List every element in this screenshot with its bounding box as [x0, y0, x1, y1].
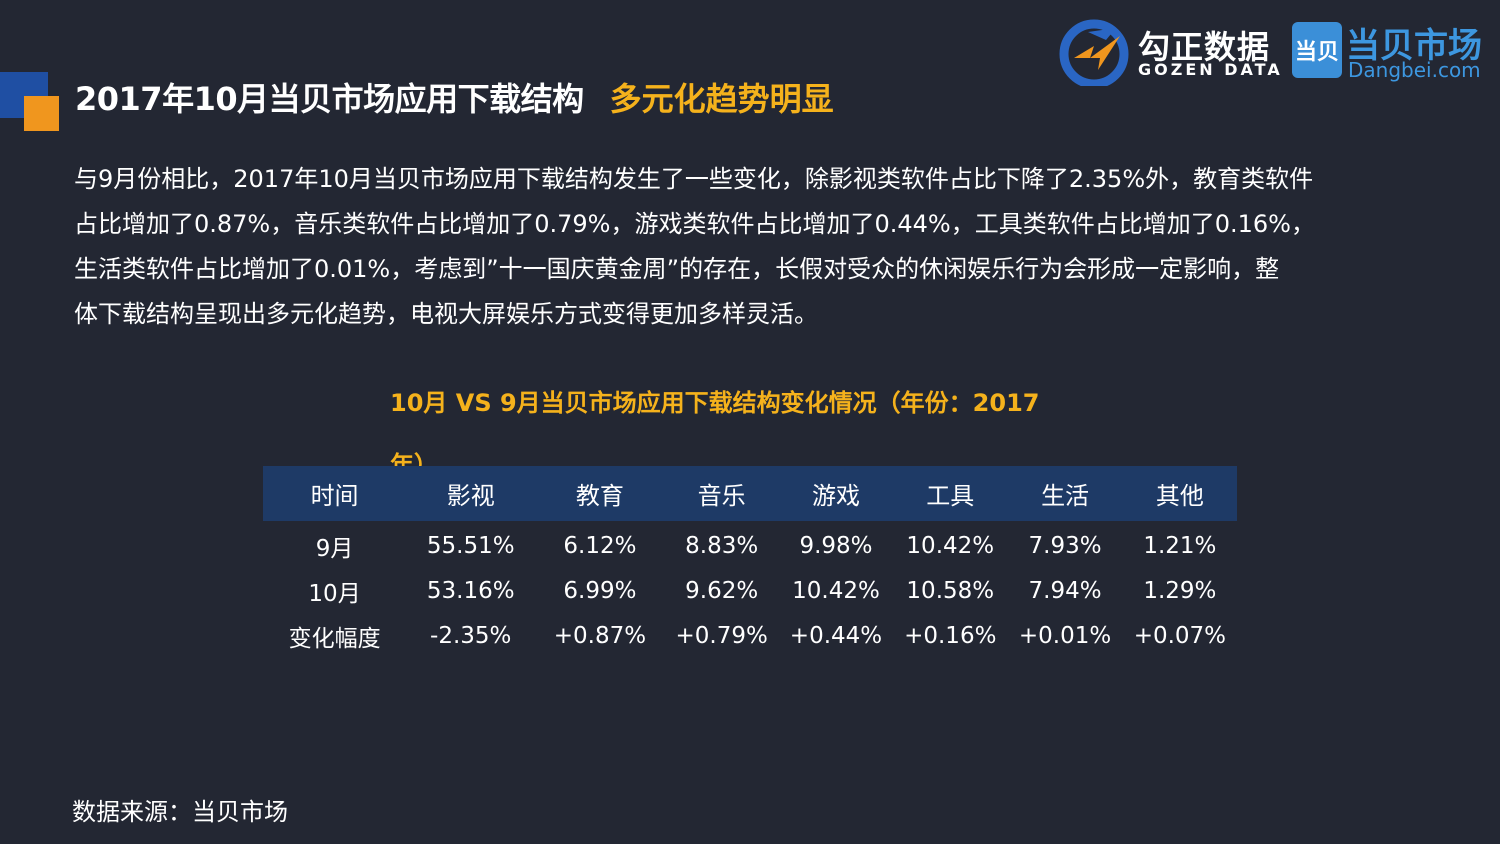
gozen-logo-icon: [1059, 19, 1129, 86]
paragraph-line: 体下载结构呈现出多元化趋势，电视大屏娱乐方式变得更加多样灵活。: [74, 300, 818, 328]
table-cell: 9.98%: [799, 532, 873, 559]
table-cell: +0.07%: [1133, 622, 1227, 649]
table-cell: 10月: [308, 580, 361, 607]
title-main: 2017年10月当贝市场应用下载结构: [75, 80, 584, 118]
column-header: 其他: [1155, 482, 1204, 510]
table-cell: +0.01%: [1018, 622, 1112, 649]
table-row: 10月 53.16% 6.99% 9.62% 10.42% 10.58% 7.9…: [263, 568, 1237, 613]
table-cell: 10.58%: [906, 577, 995, 604]
paragraph-line: 与9月份相比，2017年10月当贝市场应用下载结构发生了一些变化，除影视类软件占…: [74, 165, 1314, 193]
download-structure-table: 时间 影视 教育 音乐 游戏 工具 生活 其他 9月 55.51% 6.12% …: [263, 466, 1237, 658]
table-cell: 53.16%: [426, 577, 515, 604]
table-cell: 9月: [315, 535, 354, 562]
table-cell: -2.35%: [430, 622, 512, 649]
summary-paragraph: 与9月份相比，2017年10月当贝市场应用下载结构发生了一些变化，除影视类软件占…: [74, 157, 1374, 337]
column-header: 教育: [575, 482, 624, 510]
gozen-logo: 勾正数据 GOZEN DATA: [1058, 18, 1284, 88]
table-row: 9月 55.51% 6.12% 8.83% 9.98% 10.42% 7.93%…: [263, 523, 1237, 568]
paragraph-line: 生活类软件占比增加了0.01%，考虑到”十一国庆黄金周”的存在，长假对受众的休闲…: [74, 255, 1280, 283]
table-cell: 7.94%: [1028, 577, 1102, 604]
table-cell: 1.29%: [1143, 577, 1217, 604]
column-header: 工具: [926, 482, 975, 510]
title-highlight: 多元化趋势明显: [609, 80, 834, 118]
table-cell: 6.99%: [563, 577, 637, 604]
table-cell: +0.16%: [904, 622, 997, 649]
table-cell: 10.42%: [792, 577, 880, 604]
column-header: 生活: [1041, 482, 1090, 510]
dangbei-logo-cn: 当贝市场: [1346, 26, 1482, 66]
decor-orange-square: [24, 96, 59, 131]
table-cell: 55.51%: [426, 532, 515, 559]
table-cell: +0.79%: [675, 622, 768, 649]
table-cell: 8.83%: [685, 532, 759, 559]
table-cell: +0.44%: [789, 622, 883, 649]
paragraph-line: 占比增加了0.87%，音乐类软件占比增加了0.79%，游戏类软件占比增加了0.4…: [74, 210, 1315, 238]
table-cell: 1.21%: [1143, 532, 1217, 559]
dangbei-logo: 当贝 当贝市场 Dangbei.com: [1292, 18, 1487, 84]
table-cell: +0.87%: [553, 622, 647, 649]
page-title: 2017年10月当贝市场应用下载结构 多元化趋势明显: [75, 74, 834, 120]
column-header: 时间: [310, 482, 359, 510]
column-header: 影视: [446, 482, 495, 510]
table-cell: 7.93%: [1028, 532, 1102, 559]
table-cell: 变化幅度: [288, 625, 381, 652]
table-header-row: 时间 影视 教育 音乐 游戏 工具 生活 其他: [263, 466, 1237, 521]
table-row: 变化幅度 -2.35% +0.87% +0.79% +0.44% +0.16% …: [263, 613, 1237, 658]
column-header: 音乐: [697, 482, 746, 510]
data-source-note: 数据来源：当贝市场: [72, 798, 288, 826]
table-title: 10月 VS 9月当贝市场应用下载结构变化情况（年份：2017年）: [390, 389, 1040, 479]
column-header: 游戏: [811, 482, 860, 510]
dangbei-logo-icon: 当贝: [1292, 22, 1342, 78]
table-cell: 6.12%: [563, 532, 637, 559]
table-cell: 9.62%: [685, 577, 759, 604]
dangbei-logo-en: Dangbei.com: [1348, 58, 1481, 82]
gozen-logo-en: GOZEN DATA: [1138, 60, 1283, 79]
table-cell: 10.42%: [906, 532, 995, 559]
gozen-logo-cn: 勾正数据: [1138, 28, 1271, 66]
